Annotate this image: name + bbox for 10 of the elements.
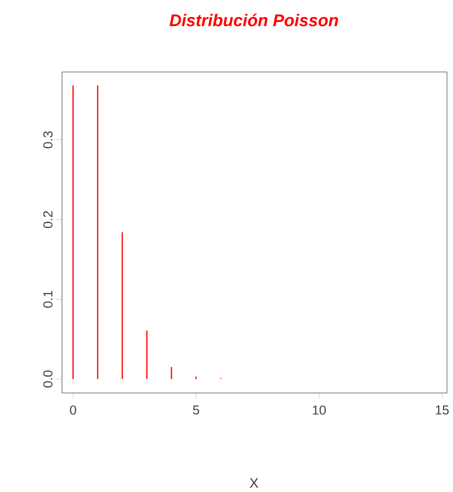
- x-tick-label: 10: [313, 406, 326, 415]
- y-tick-label: 0.0: [44, 370, 53, 388]
- y-tick-label: 0.2: [44, 211, 53, 228]
- y-tick-label: 0.3: [44, 131, 53, 148]
- x-axis-title: X: [250, 478, 259, 488]
- x-tick-label: 5: [193, 406, 200, 415]
- chart-title: Distribución Poisson: [170, 14, 338, 26]
- y-tick-label: 0.1: [44, 290, 53, 308]
- x-tick-label: 0: [70, 406, 76, 415]
- x-tick-label: 15: [436, 406, 449, 415]
